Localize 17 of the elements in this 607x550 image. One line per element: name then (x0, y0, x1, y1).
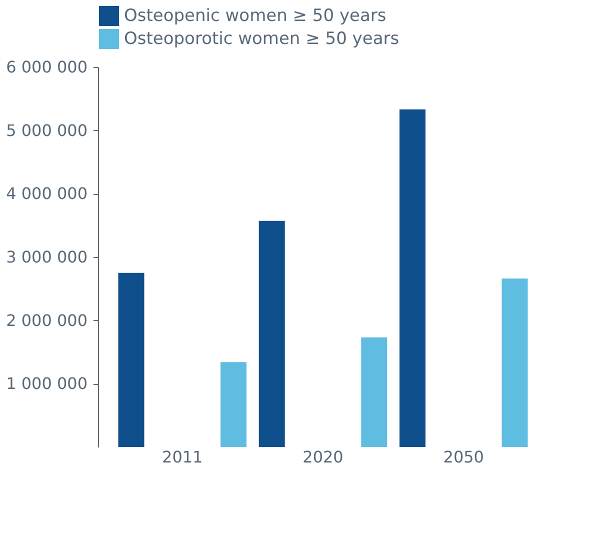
x-tick-label: 2050 (443, 448, 484, 466)
y-tick-label: 4 000 000 (6, 184, 88, 204)
bar (502, 278, 528, 447)
x-tick-label: 2020 (302, 448, 344, 466)
y-tick-label: 2 000 000 (6, 310, 88, 330)
bar (258, 220, 285, 447)
y-tick-label: 5 000 000 (6, 120, 88, 140)
y-tick-label: 6 000 000 (6, 58, 88, 76)
y-tick-label: 1 000 000 (6, 374, 88, 394)
bar (361, 337, 388, 447)
legend-label: Osteoporotic women ≥ 50 years (124, 29, 400, 49)
bar (220, 362, 247, 447)
y-tick-label: 3 000 000 (6, 248, 88, 266)
bar (399, 109, 426, 447)
legend-label: Osteopenic women ≥ 50 years (124, 6, 386, 26)
x-tick-label: 2011 (162, 448, 203, 466)
bar (118, 272, 144, 447)
